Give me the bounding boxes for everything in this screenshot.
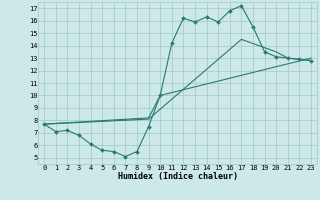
X-axis label: Humidex (Indice chaleur): Humidex (Indice chaleur) xyxy=(118,172,238,181)
